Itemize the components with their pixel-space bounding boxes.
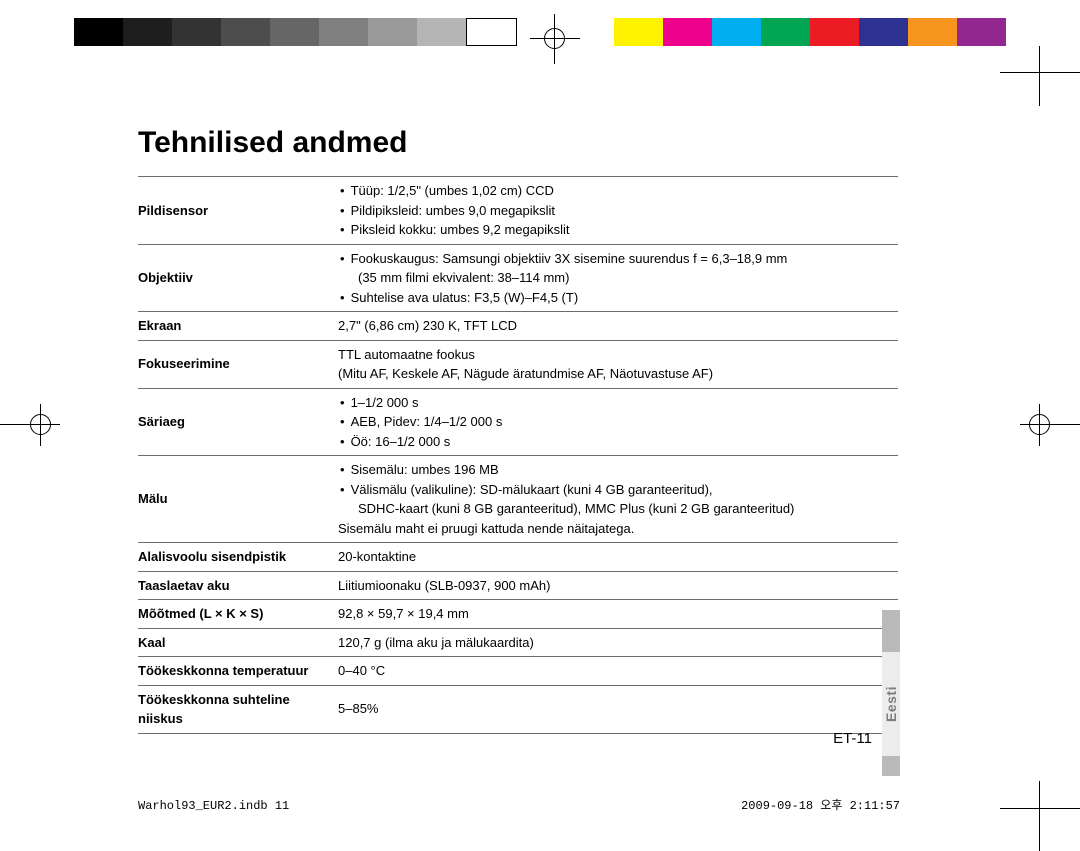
spec-label: Pildisensor: [138, 177, 338, 245]
color-swatch: [908, 18, 957, 46]
registration-mark-right: [1020, 400, 1080, 450]
spec-value: 2,7" (6,86 cm) 230 K, TFT LCD: [338, 312, 898, 341]
table-row: Töökeskkonna temperatuur0–40 °C: [138, 657, 898, 686]
spec-label: Objektiiv: [138, 244, 338, 312]
spec-value: Tüüp: 1/2,5" (umbes 1,02 cm) CCDPildipik…: [338, 177, 898, 245]
color-swatch-empty: [466, 18, 517, 46]
specifications-table: PildisensorTüüp: 1/2,5" (umbes 1,02 cm) …: [138, 176, 898, 734]
table-row: Säriaeg1–1/2 000 sAEB, Pidev: 1/4–1/2 00…: [138, 388, 898, 456]
spec-value: Fookuskaugus: Samsungi objektiiv 3X sise…: [338, 244, 898, 312]
side-tab-label: Eesti: [883, 686, 899, 722]
spec-value: 120,7 g (ilma aku ja mälukaardita): [338, 628, 898, 657]
spec-label: Alalisvoolu sisendpistik: [138, 543, 338, 572]
table-row: Töökeskkonna suhteline niiskus5–85%: [138, 685, 898, 733]
color-swatch: [614, 18, 663, 46]
table-row: Alalisvoolu sisendpistik20-kontaktine: [138, 543, 898, 572]
table-row: PildisensorTüüp: 1/2,5" (umbes 1,02 cm) …: [138, 177, 898, 245]
spec-label: Fokuseerimine: [138, 340, 338, 388]
crop-mark: [1000, 72, 1080, 73]
color-swatch: [417, 18, 466, 46]
page-number: ET-11: [833, 730, 872, 747]
table-row: Ekraan2,7" (6,86 cm) 230 K, TFT LCD: [138, 312, 898, 341]
spec-label: Kaal: [138, 628, 338, 657]
color-swatch: [810, 18, 859, 46]
table-row: Mõõtmed (L × K × S)92,8 × 59,7 × 19,4 mm: [138, 600, 898, 629]
color-swatch: [74, 18, 123, 46]
spec-label: Mõõtmed (L × K × S): [138, 600, 338, 629]
color-swatch: [712, 18, 761, 46]
color-swatch: [957, 18, 1006, 46]
color-swatch: [172, 18, 221, 46]
registration-mark-top: [530, 14, 580, 64]
footer-timestamp: 2009-09-18 오후 2:11:57: [741, 796, 900, 813]
spec-value: 20-kontaktine: [338, 543, 898, 572]
spec-label: Töökeskkonna temperatuur: [138, 657, 338, 686]
table-row: Taaslaetav akuLiitiumioonaku (SLB-0937, …: [138, 571, 898, 600]
table-row: FokuseerimineTTL automaatne fookus(Mitu …: [138, 340, 898, 388]
spec-value: TTL automaatne fookus(Mitu AF, Keskele A…: [338, 340, 898, 388]
color-swatch: [859, 18, 908, 46]
spec-value: 92,8 × 59,7 × 19,4 mm: [338, 600, 898, 629]
page-title: Tehnilised andmed: [138, 126, 408, 160]
table-row: MäluSisemälu: umbes 196 MBVälismälu (val…: [138, 456, 898, 543]
spec-label: Ekraan: [138, 312, 338, 341]
table-row: ObjektiivFookuskaugus: Samsungi objektii…: [138, 244, 898, 312]
spec-label: Säriaeg: [138, 388, 338, 456]
crop-mark: [1000, 808, 1080, 809]
language-side-tab: Eesti: [882, 610, 900, 776]
footer-filename: Warhol93_EUR2.indb 11: [138, 799, 289, 813]
table-row: Kaal120,7 g (ilma aku ja mälukaardita): [138, 628, 898, 657]
color-swatch: [123, 18, 172, 46]
spec-value: 0–40 °C: [338, 657, 898, 686]
spec-value: Sisemälu: umbes 196 MBVälismälu (valikul…: [338, 456, 898, 543]
crop-mark: [1039, 46, 1040, 106]
spec-value: 5–85%: [338, 685, 898, 733]
spec-value: Liitiumioonaku (SLB-0937, 900 mAh): [338, 571, 898, 600]
spec-value: 1–1/2 000 sAEB, Pidev: 1/4–1/2 000 sÖö: …: [338, 388, 898, 456]
spec-label: Töökeskkonna suhteline niiskus: [138, 685, 338, 733]
color-swatch: [368, 18, 417, 46]
registration-mark-left: [0, 400, 60, 450]
color-swatch: [221, 18, 270, 46]
color-swatch: [319, 18, 368, 46]
color-swatch: [761, 18, 810, 46]
color-swatch: [663, 18, 712, 46]
spec-label: Mälu: [138, 456, 338, 543]
color-swatch: [270, 18, 319, 46]
spec-label: Taaslaetav aku: [138, 571, 338, 600]
crop-mark: [1039, 781, 1040, 851]
